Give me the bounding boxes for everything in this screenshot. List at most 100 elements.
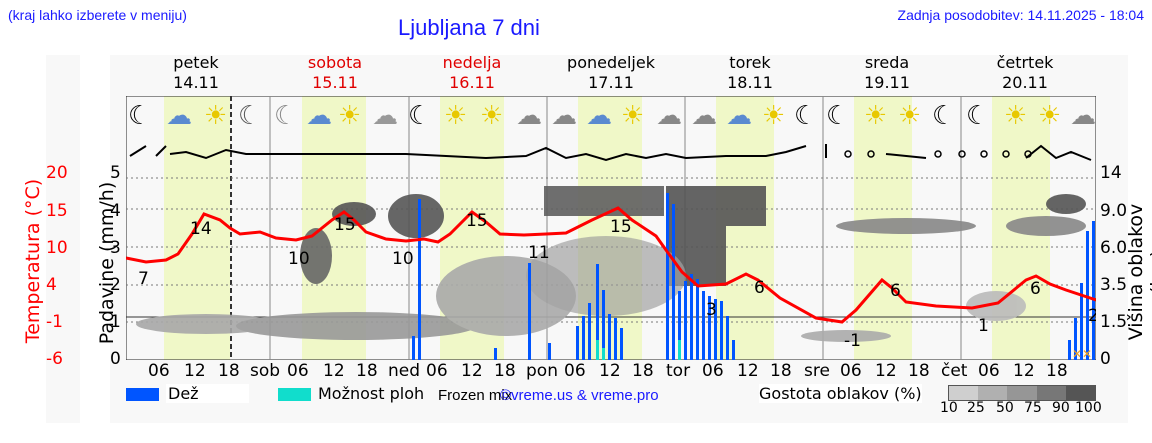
- svg-text:☾: ☾: [794, 101, 817, 131]
- svg-text:☀: ☀: [1004, 101, 1027, 131]
- scale-tick: 10: [940, 400, 958, 416]
- rain-bars: [412, 193, 1095, 360]
- scale-tick: 75: [1024, 400, 1042, 416]
- cloud-tick: 1.5: [1100, 312, 1128, 332]
- precip-tick: 5: [110, 163, 121, 183]
- rain-legend-swatch: [126, 388, 159, 401]
- precip-tick: 2: [110, 275, 121, 295]
- day-header: ponedeljek 17.11: [567, 53, 655, 92]
- svg-text:☀: ☀: [864, 101, 887, 131]
- svg-text:10: 10: [392, 249, 414, 269]
- x-tick: sob: [250, 361, 281, 381]
- x-tick: 06: [978, 361, 1000, 381]
- svg-text:☁: ☁: [516, 101, 542, 131]
- svg-text:15: 15: [466, 211, 488, 231]
- credit-link[interactable]: ©vreme.us & vreme.pro: [500, 387, 659, 404]
- x-tick: 18: [632, 361, 654, 381]
- svg-text:☾: ☾: [238, 101, 261, 131]
- svg-text:☁: ☁: [656, 101, 682, 131]
- svg-text:☀: ☀: [204, 101, 227, 131]
- x-tick: 06: [148, 361, 170, 381]
- x-tick: 18: [1046, 361, 1068, 381]
- svg-text:☾: ☾: [932, 101, 955, 131]
- svg-text:15: 15: [334, 215, 356, 235]
- cloud-tick: 3.5: [1100, 275, 1128, 295]
- cloud-density-scale: [948, 385, 1096, 401]
- svg-text:☁: ☁: [691, 101, 717, 131]
- svg-text:7: 7: [138, 269, 149, 289]
- temp-axis-panel: [46, 55, 80, 423]
- temperature-axis-label: Temperatura (°C): [22, 178, 44, 344]
- svg-text:☁: ☁: [306, 101, 332, 131]
- svg-text:☁: ☁: [586, 101, 612, 131]
- x-tick: 18: [218, 361, 240, 381]
- cloud-height-axis-label: Višina oblakov (km): [1125, 203, 1152, 341]
- svg-text:☾: ☾: [966, 101, 989, 131]
- cloud-tick: 6.0: [1100, 238, 1128, 258]
- cloud-density-label: Gostota oblakov (%): [759, 384, 922, 403]
- x-tick: pon: [526, 361, 558, 381]
- day-header: četrtek 20.11: [996, 53, 1054, 92]
- svg-text:☾: ☾: [128, 101, 151, 131]
- cloud-tick: 0: [1100, 349, 1111, 369]
- frozen-legend-label: Frozen mix: [438, 387, 513, 404]
- svg-text:☀: ☀: [762, 101, 785, 131]
- last-updated: Zadnja posodobitev: 14.11.2025 - 18:04: [897, 7, 1144, 23]
- forecast-chart: ☾ ☁ ☀ ☾ ☾ ☁ ☀ ☁ ☾ ☀ ☀ ☁ ☁ ☁ ☀ ☁ ☁ ☁ ☀ ☾ ☾ ☀ ☀ ☾ ☾ ☀ ☀ ☁: [126, 96, 1096, 360]
- x-tick: tor: [666, 361, 691, 381]
- x-tick: 18: [770, 361, 792, 381]
- cloud-density: [136, 186, 1086, 342]
- svg-text:✕✕: ✕✕: [1072, 347, 1092, 360]
- svg-text:☀: ☀: [898, 101, 921, 131]
- precip-tick: 4: [110, 201, 121, 221]
- showers-legend-label: Možnost ploh: [318, 384, 425, 403]
- x-tick: 06: [564, 361, 586, 381]
- svg-text:☀: ☀: [480, 101, 503, 131]
- cloud-tick: 14: [1100, 163, 1122, 183]
- svg-text:☾: ☾: [826, 101, 849, 131]
- svg-text:☁: ☁: [726, 101, 752, 131]
- temp-annotations: 7 14 10 15 10 15 11 15 3 6 -1 6 1 6 2: [138, 211, 1096, 351]
- scale-tick: 25: [967, 400, 985, 416]
- x-tick: 12: [184, 361, 206, 381]
- scale-tick: 50: [996, 400, 1014, 416]
- x-tick: 18: [356, 361, 378, 381]
- svg-text:☾: ☾: [408, 101, 431, 131]
- x-tick: 06: [702, 361, 724, 381]
- day-header: sobota 15.11: [307, 53, 363, 92]
- temp-tick: -1: [46, 312, 63, 332]
- wind-barbs: [129, 144, 1092, 162]
- x-tick: 18: [494, 361, 516, 381]
- scale-tick: 90: [1052, 400, 1070, 416]
- svg-text:1: 1: [978, 316, 989, 336]
- svg-text:6: 6: [1030, 279, 1041, 299]
- temp-tick: 20: [46, 163, 68, 183]
- svg-text:☁: ☁: [372, 101, 398, 131]
- x-tick: 12: [323, 361, 345, 381]
- day-header: nedelja 16.11: [442, 53, 502, 92]
- svg-text:11: 11: [528, 243, 550, 263]
- svg-text:☀: ☀: [444, 101, 467, 131]
- svg-text:☀: ☀: [338, 101, 361, 131]
- temp-tick: 4: [46, 275, 57, 295]
- svg-text:2: 2: [1088, 306, 1096, 326]
- svg-text:☁: ☁: [1070, 101, 1096, 131]
- svg-text:14: 14: [190, 219, 212, 239]
- precip-tick: 1: [110, 312, 121, 332]
- svg-text:☾: ☾: [274, 101, 297, 131]
- x-tick: 12: [461, 361, 483, 381]
- temperature-line: [126, 206, 1096, 324]
- x-tick: sre: [804, 361, 830, 381]
- svg-text:15: 15: [610, 217, 632, 237]
- cloud-tick: 9.0: [1100, 201, 1128, 221]
- svg-text:☁: ☁: [551, 101, 577, 131]
- rain-legend-label: Dež: [166, 384, 249, 403]
- x-tick: 06: [840, 361, 862, 381]
- x-tick: čet: [941, 361, 968, 381]
- x-tick: 12: [875, 361, 897, 381]
- x-tick: 12: [737, 361, 759, 381]
- location-hint: (kraj lahko izberete v meniju): [8, 7, 187, 23]
- svg-text:10: 10: [288, 249, 310, 269]
- precip-tick: 0: [110, 349, 121, 369]
- weather-icons-row: ☾ ☁ ☀ ☾ ☾ ☁ ☀ ☁ ☾ ☀ ☀ ☁ ☁ ☁ ☀ ☁ ☁ ☁ ☀ ☾ ☾ ☀ ☀ ☾ ☾ ☀ ☀ ☁: [128, 101, 1096, 131]
